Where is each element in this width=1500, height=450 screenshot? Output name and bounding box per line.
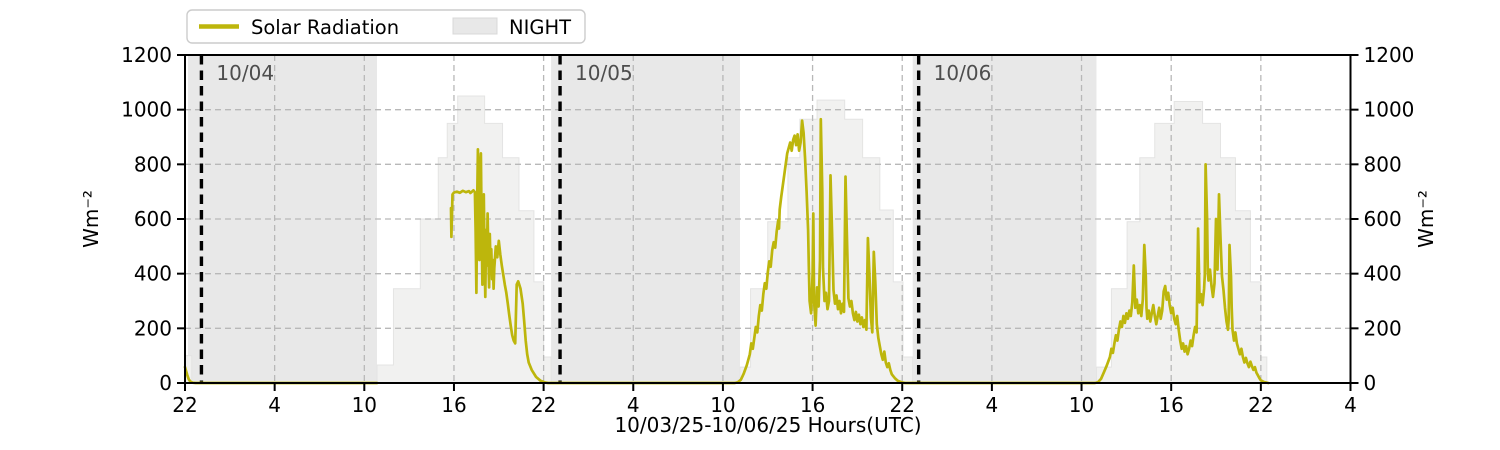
x-tick-label: 16 bbox=[441, 393, 466, 417]
x-tick-label: 10 bbox=[1069, 393, 1094, 417]
date-label: 10/04 bbox=[216, 61, 274, 85]
legend: Solar Radiation NIGHT bbox=[186, 9, 586, 44]
x-tick-label: 4 bbox=[627, 393, 640, 417]
y-tick-label-left: 400 bbox=[134, 262, 172, 286]
x-tick-label: 22 bbox=[1248, 393, 1273, 417]
axes bbox=[177, 54, 1359, 391]
date-label: 10/05 bbox=[575, 61, 633, 85]
legend-night-swatch bbox=[452, 17, 498, 35]
y-axis-label-left: Wm⁻² bbox=[79, 190, 103, 248]
y-tick-label-left: 0 bbox=[159, 371, 172, 395]
solar-line-segment bbox=[449, 117, 1270, 385]
y-tick-label-right: 200 bbox=[1364, 316, 1402, 340]
y-tick-label-left: 1200 bbox=[121, 43, 172, 67]
y-tick-label-left: 200 bbox=[134, 316, 172, 340]
y-tick-label-right: 1000 bbox=[1364, 98, 1415, 122]
y-axis-label-right: Wm⁻² bbox=[1414, 190, 1438, 248]
y-tick-label-right: 800 bbox=[1364, 152, 1402, 176]
legend-label-solar-radiation: Solar Radiation bbox=[251, 16, 399, 39]
x-tick-label: 4 bbox=[268, 393, 281, 417]
x-tick-label: 22 bbox=[531, 393, 556, 417]
x-tick-label: 16 bbox=[800, 393, 825, 417]
clear-sky-day bbox=[1095, 100, 1268, 384]
y-tick-label-right: 400 bbox=[1364, 262, 1402, 286]
y-tick-label-right: 1200 bbox=[1364, 43, 1415, 67]
x-tick-label: 22 bbox=[172, 393, 197, 417]
clear-sky-day bbox=[739, 99, 914, 384]
x-tick-label: 16 bbox=[1158, 393, 1183, 417]
x-tick-label: 4 bbox=[986, 393, 999, 417]
y-tick-label-right: 0 bbox=[1364, 371, 1377, 395]
x-tick-label: 4 bbox=[1344, 393, 1357, 417]
y-tick-label-left: 800 bbox=[134, 152, 172, 176]
x-axis-label: 10/03/25-10/06/25 Hours(UTC) bbox=[614, 413, 921, 437]
x-tick-label: 10 bbox=[710, 393, 735, 417]
x-tick-label: 10 bbox=[352, 393, 377, 417]
y-tick-label-right: 600 bbox=[1364, 207, 1402, 231]
y-tick-label-left: 1000 bbox=[121, 98, 172, 122]
date-label: 10/06 bbox=[934, 61, 992, 85]
legend-label-night: NIGHT bbox=[509, 16, 571, 39]
x-tick-label: 22 bbox=[890, 393, 915, 417]
date-boundary-lines: 10/04 10/05 10/06 bbox=[199, 55, 992, 383]
y-tick-label-left: 600 bbox=[134, 207, 172, 231]
